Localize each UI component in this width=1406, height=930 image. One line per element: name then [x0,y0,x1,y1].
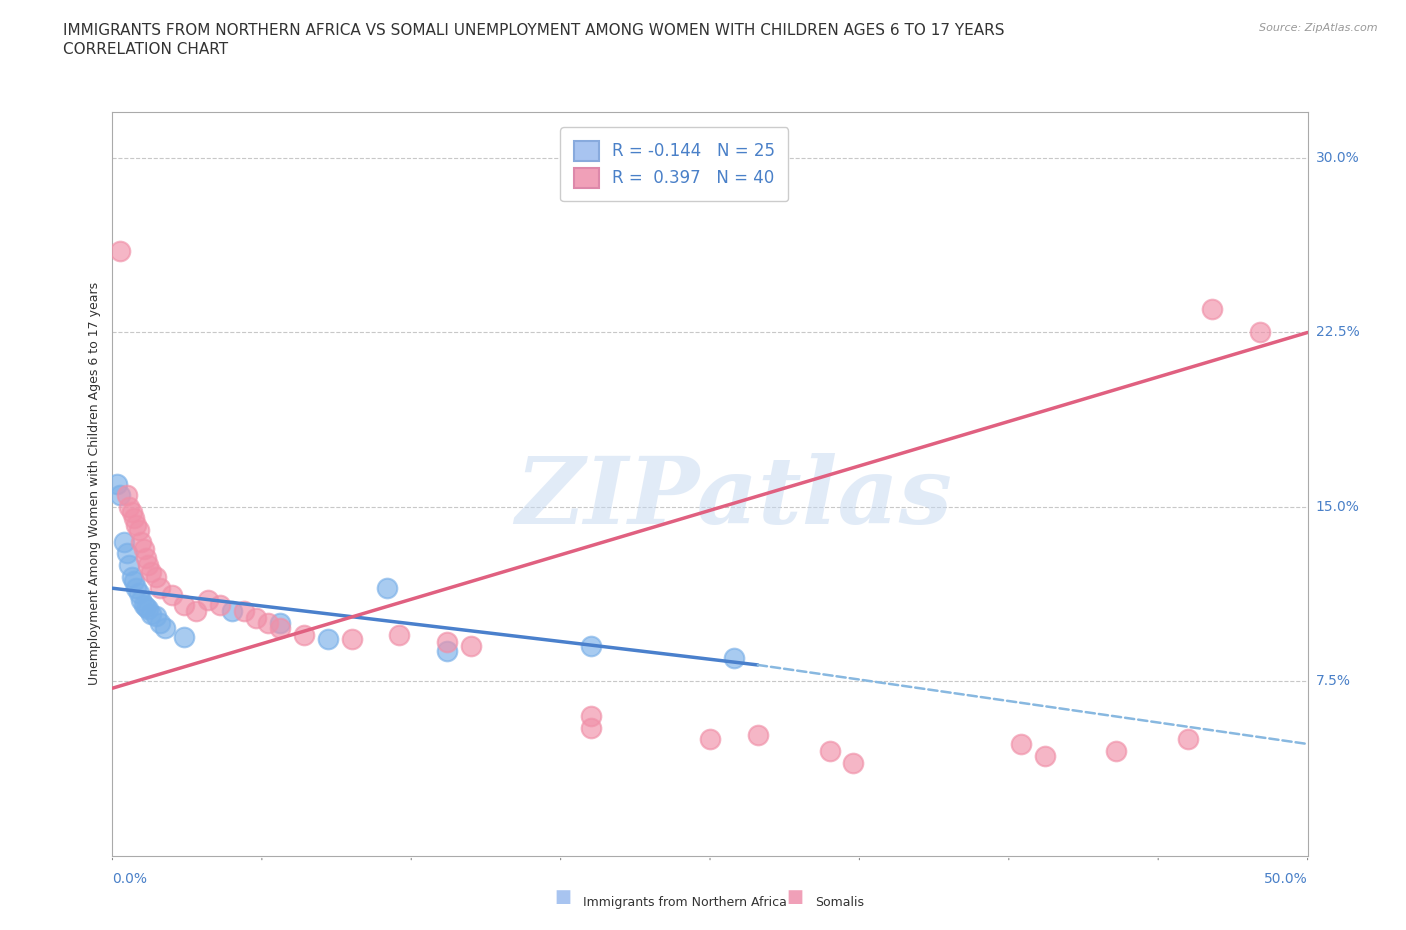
Point [842,755,865,770]
Point [269,620,291,635]
Point [269,616,291,631]
Point [129,592,152,607]
Point [149,616,172,631]
Text: IMMIGRANTS FROM NORTHERN AFRICA VS SOMALI UNEMPLOYMENT AMONG WOMEN WITH CHILDREN: IMMIGRANTS FROM NORTHERN AFRICA VS SOMAL… [63,23,1005,38]
Point [121,569,143,584]
Point [128,523,150,538]
Point [122,512,145,526]
Point [173,630,195,644]
Text: ■: ■ [554,888,571,906]
Text: Immigrants from Northern Africa: Immigrants from Northern Africa [583,896,787,909]
Point [292,627,315,642]
Point [377,580,399,595]
Point [1105,744,1128,759]
Point [1033,748,1056,763]
Point [579,639,602,654]
Text: 50.0%: 50.0% [1264,872,1308,886]
Point [115,546,138,561]
Point [139,606,162,621]
Point [118,499,141,514]
Point [118,557,141,572]
Point [105,476,128,491]
Text: ZIPatlas: ZIPatlas [516,454,952,543]
Point [460,639,482,654]
Point [139,565,162,579]
Point [1249,326,1271,340]
Point [316,632,339,647]
Text: 22.5%: 22.5% [1316,326,1360,339]
Point [145,609,167,624]
Point [818,744,841,759]
Point [128,586,150,601]
Point [138,557,160,572]
Point [1201,301,1223,316]
Point [125,518,148,533]
Point [132,597,155,612]
Point [257,616,280,631]
Point [135,600,157,615]
Text: 7.5%: 7.5% [1316,674,1351,688]
Point [125,580,148,595]
Point [132,541,155,556]
Point [221,604,243,619]
Text: 15.0%: 15.0% [1316,499,1360,514]
Y-axis label: Unemployment Among Women with Children Ages 6 to 17 years: Unemployment Among Women with Children A… [89,282,101,685]
Point [245,611,267,626]
Text: ■: ■ [786,888,803,906]
Point [388,627,411,642]
Point [1177,732,1199,747]
Point [108,244,131,259]
Point [197,592,219,607]
Point [162,588,183,603]
Point [129,534,152,549]
Point [115,487,138,502]
Point [145,569,167,584]
Point [138,602,160,617]
Point [114,534,135,549]
Point [135,551,157,565]
Point [153,620,176,635]
Point [436,634,458,649]
Point [121,504,143,519]
Point [436,644,458,658]
Point [747,727,769,742]
Point [340,632,363,647]
Point [149,580,172,595]
Point [186,604,208,619]
Point [1010,737,1032,751]
Point [108,487,131,502]
Text: 0.0%: 0.0% [112,872,148,886]
Point [579,720,602,735]
Text: Somalis: Somalis [815,896,865,909]
Point [232,604,256,619]
Text: CORRELATION CHART: CORRELATION CHART [63,42,228,57]
Point [173,597,195,612]
Point [208,597,231,612]
Legend: R = -0.144   N = 25, R =  0.397   N = 40: R = -0.144 N = 25, R = 0.397 N = 40 [560,127,789,202]
Text: 30.0%: 30.0% [1316,151,1360,166]
Point [723,651,745,666]
Point [122,574,145,589]
Text: Source: ZipAtlas.com: Source: ZipAtlas.com [1260,23,1378,33]
Point [699,732,721,747]
Point [579,709,602,724]
